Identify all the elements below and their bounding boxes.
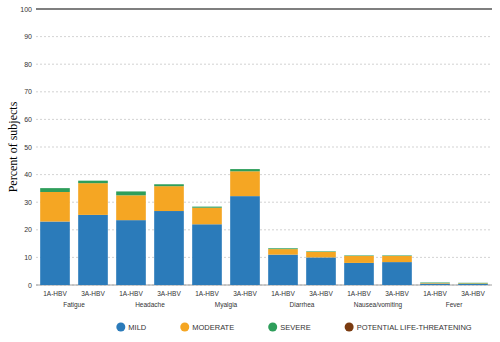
group-label: Diarrhea xyxy=(290,301,315,308)
x-tick-label: 3A-HBV xyxy=(309,290,333,297)
bar-segment xyxy=(78,215,108,285)
bar-segment xyxy=(40,188,70,192)
grid-line xyxy=(36,119,492,120)
legend-label: POTENTIAL LIFE-THREATENING xyxy=(357,323,472,332)
bar-segment xyxy=(420,283,450,285)
bar-segment xyxy=(230,171,260,196)
bar-segment xyxy=(268,248,298,249)
grid-line xyxy=(36,36,492,37)
y-tick-label: 0 xyxy=(28,282,32,289)
bar-segment xyxy=(458,284,488,285)
bar-segment xyxy=(344,256,374,263)
bar-segment xyxy=(420,282,450,284)
legend-swatch xyxy=(180,323,189,332)
bar-segment xyxy=(268,248,298,250)
y-tick-label: 60 xyxy=(24,116,32,123)
bar-segment xyxy=(382,256,412,262)
bar-segment xyxy=(230,196,260,285)
bar-segment xyxy=(458,282,488,284)
bar-segment xyxy=(116,220,146,285)
group-label: Nausea/vomiting xyxy=(354,301,403,309)
bar-segment xyxy=(306,257,336,285)
bar-segment xyxy=(154,186,184,211)
bar-segment xyxy=(306,252,336,258)
bar-segment xyxy=(40,222,70,285)
grid-line xyxy=(36,8,492,9)
x-tick-label: 1A-HBV xyxy=(119,290,143,297)
bar-segment xyxy=(78,181,108,183)
bar-segment xyxy=(306,251,336,253)
bar-segment xyxy=(78,183,108,215)
y-tick-label: 40 xyxy=(24,171,32,178)
chart: 0 10 20 30 40 50 60 70 80 90 100 Percent of subject… xyxy=(0,0,500,342)
bar-segment xyxy=(420,282,450,283)
x-tick-label: 3A-HBV xyxy=(157,290,181,297)
bar-segment xyxy=(344,263,374,285)
group-label: Fatigue xyxy=(63,301,85,309)
bar-segment xyxy=(268,255,298,285)
bar-segment xyxy=(382,262,412,285)
x-tick-label: 3A-HBV xyxy=(81,290,105,297)
y-tick-label: 20 xyxy=(24,226,32,233)
bar-segment xyxy=(154,184,184,185)
legend: MILD MODERATE SEVERE POTENTIAL LIFE-THREATE… xyxy=(116,323,471,333)
x-tick-label: 3A-HBV xyxy=(233,290,257,297)
legend-label: SEVERE xyxy=(280,323,310,332)
legend-swatch xyxy=(268,323,277,332)
group-label: Fever xyxy=(446,301,463,308)
bar-segment xyxy=(116,195,146,220)
bar-segment xyxy=(192,206,222,207)
grid-line xyxy=(36,147,492,148)
group-label: Headache xyxy=(135,301,165,308)
bar-segment xyxy=(382,255,412,256)
x-tick-label: 3A-HBV xyxy=(385,290,409,297)
grid-line xyxy=(36,174,492,175)
bar-segment xyxy=(192,207,222,208)
bar-segment xyxy=(344,255,374,257)
legend-swatch xyxy=(345,323,354,332)
bar-segment xyxy=(78,180,108,181)
bar-segment xyxy=(116,191,146,192)
legend-label: MILD xyxy=(128,323,147,332)
x-tick-label: 1A-HBV xyxy=(43,290,67,297)
bar-segment xyxy=(230,169,260,171)
bars xyxy=(40,169,488,285)
bar-segment xyxy=(192,208,222,225)
bar-segment xyxy=(268,249,298,255)
y-tick-label: 50 xyxy=(24,144,32,151)
bar-segment xyxy=(116,191,146,195)
group-label: Myalgia xyxy=(215,301,238,309)
grid-line xyxy=(36,64,492,65)
bar-segment xyxy=(40,192,70,222)
bar-segment xyxy=(40,188,70,189)
grid-line xyxy=(36,91,492,92)
bar-segment xyxy=(306,251,336,252)
bar-segment xyxy=(154,184,184,186)
legend-label: MODERATE xyxy=(192,323,234,332)
bar-segment xyxy=(458,282,488,283)
x-tick-label: 1A-HBV xyxy=(347,290,371,297)
y-tick-label: 90 xyxy=(24,33,32,40)
y-tick-label: 80 xyxy=(24,61,32,68)
y-tick-label: 70 xyxy=(24,88,32,95)
y-tick-label: 10 xyxy=(24,254,32,261)
y-tick-label: 100 xyxy=(20,6,32,13)
x-tick-label: 1A-HBV xyxy=(271,290,295,297)
bar-segment xyxy=(458,283,488,285)
x-tick-label: 1A-HBV xyxy=(423,290,447,297)
bar-segment xyxy=(420,284,450,285)
bar-segment xyxy=(382,255,412,257)
bar-segment xyxy=(192,224,222,285)
x-tick-label: 3A-HBV xyxy=(461,290,485,297)
bar-segment xyxy=(344,255,374,256)
y-tick-label: 30 xyxy=(24,199,32,206)
y-axis-label: Percent of subjects xyxy=(6,101,20,192)
bar-segment xyxy=(154,211,184,285)
legend-swatch xyxy=(116,323,125,332)
x-tick-label: 1A-HBV xyxy=(195,290,219,297)
bar-segment xyxy=(230,169,260,170)
